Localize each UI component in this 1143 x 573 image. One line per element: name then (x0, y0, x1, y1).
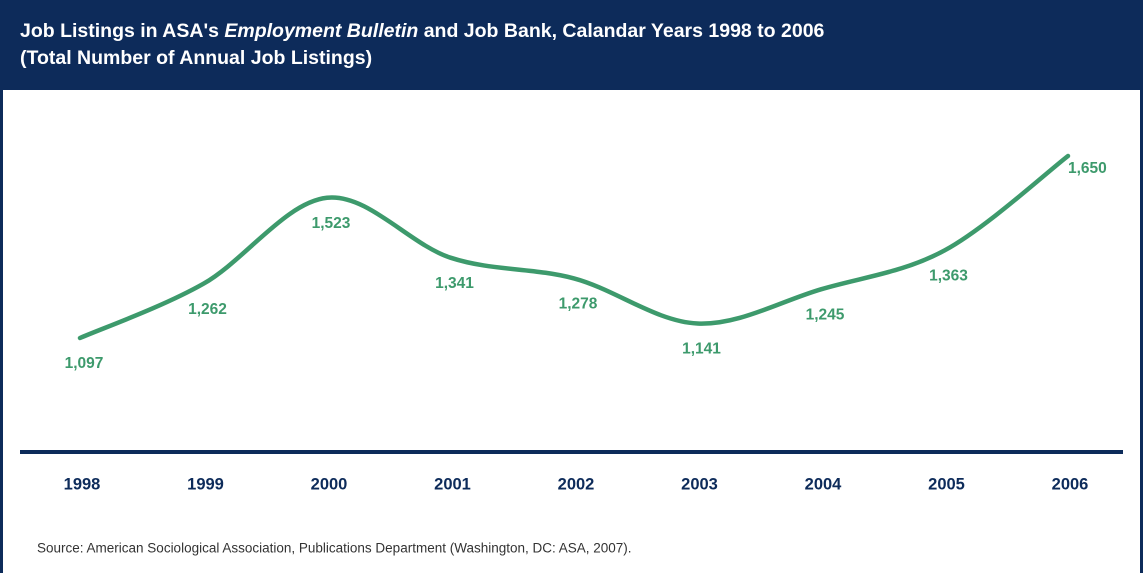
line (77, 153, 1071, 341)
source: Source: American Sociological Associatio… (37, 541, 632, 556)
data-label: 1,523 (312, 215, 351, 232)
chart-title: Job Listings in ASA's Employment Bulleti… (20, 18, 1140, 45)
x-tick-label: 2004 (805, 475, 843, 493)
x-tick-label: 1999 (187, 475, 224, 493)
title-part: Job Listings in ASA's (20, 20, 225, 42)
title-part: and Job Bank, Calandar Years 1998 to 200… (418, 20, 825, 42)
x-tick-label: 2002 (558, 475, 595, 493)
data-label: 1,363 (929, 268, 968, 285)
x-tick-label: 1998 (64, 475, 101, 493)
x-tick-label: 2003 (681, 475, 718, 493)
x-tick-label: 2005 (928, 475, 965, 493)
data-label: 1,650 (1068, 160, 1107, 177)
header: Job Listings in ASA's Employment Bulleti… (3, 0, 1140, 90)
x-tick-label: 2000 (311, 475, 348, 493)
title-part: Employment Bulletin (224, 20, 419, 42)
data-label: 1,341 (435, 275, 474, 292)
plot: Source: American Sociological Associatio… (20, 153, 1123, 556)
data-label: 1,278 (559, 296, 598, 313)
data-label: 1,141 (682, 341, 721, 358)
data-label: 1,097 (65, 355, 104, 372)
x-tick-label: 2001 (434, 475, 471, 493)
data-label: 1,245 (806, 306, 845, 323)
data-label: 1,262 (188, 301, 227, 318)
x-tick-label: 2006 (1052, 475, 1089, 493)
chart-subtitle: (Total Number of Annual Job Listings) (20, 47, 373, 69)
